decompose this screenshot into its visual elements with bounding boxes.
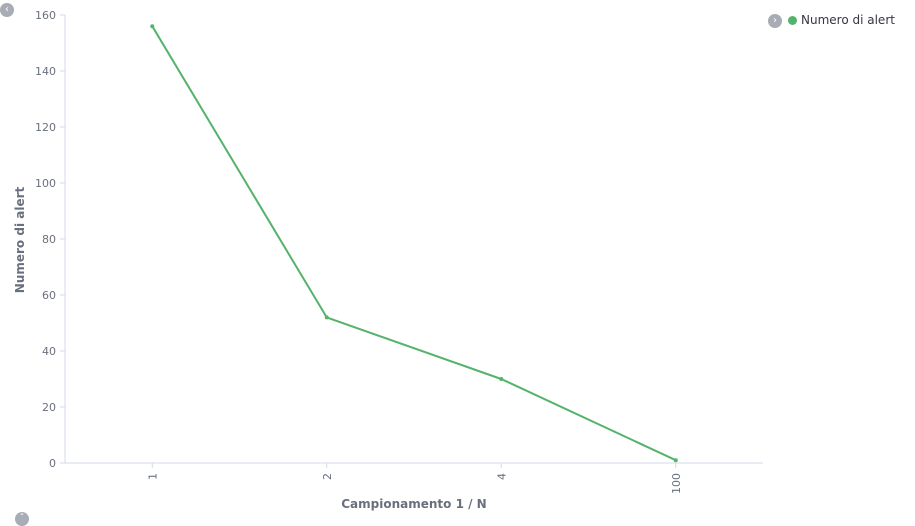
chevron-up-icon[interactable]: ˆ xyxy=(15,512,29,526)
y-tick-label: 140 xyxy=(35,65,56,78)
x-tick-label: 100 xyxy=(670,473,683,494)
y-axis: 0 20 40 60 80 100 120 140 160 xyxy=(35,9,66,470)
y-tick-label: 40 xyxy=(42,345,56,358)
data-point[interactable] xyxy=(324,315,329,320)
x-axis: 1 2 4 100 xyxy=(65,462,763,494)
x-tick-label: 4 xyxy=(495,473,508,480)
chevron-right-icon[interactable]: › xyxy=(768,14,782,28)
series-line xyxy=(151,25,677,462)
x-tick-label: 1 xyxy=(146,473,159,480)
data-point[interactable] xyxy=(499,377,504,381)
y-tick-label: 120 xyxy=(35,121,56,134)
y-tick-label: 160 xyxy=(35,9,56,22)
y-tick-label: 80 xyxy=(42,233,56,246)
chevron-left-icon[interactable]: ‹ xyxy=(0,3,14,17)
y-tick-label: 0 xyxy=(49,457,56,470)
data-point[interactable] xyxy=(673,458,678,463)
x-axis-title: Campionamento 1 / N xyxy=(341,497,486,511)
y-tick-label: 20 xyxy=(42,401,56,414)
series-layer xyxy=(150,24,678,463)
y-tick-label: 60 xyxy=(42,289,56,302)
legend: › Numero di alert xyxy=(768,12,895,28)
legend-label[interactable]: Numero di alert xyxy=(801,13,895,27)
x-tick-label: 2 xyxy=(321,473,334,480)
y-axis-title: Numero di alert xyxy=(13,187,27,294)
data-point[interactable] xyxy=(150,24,155,29)
y-tick-label: 100 xyxy=(35,177,56,190)
legend-marker xyxy=(788,15,797,25)
